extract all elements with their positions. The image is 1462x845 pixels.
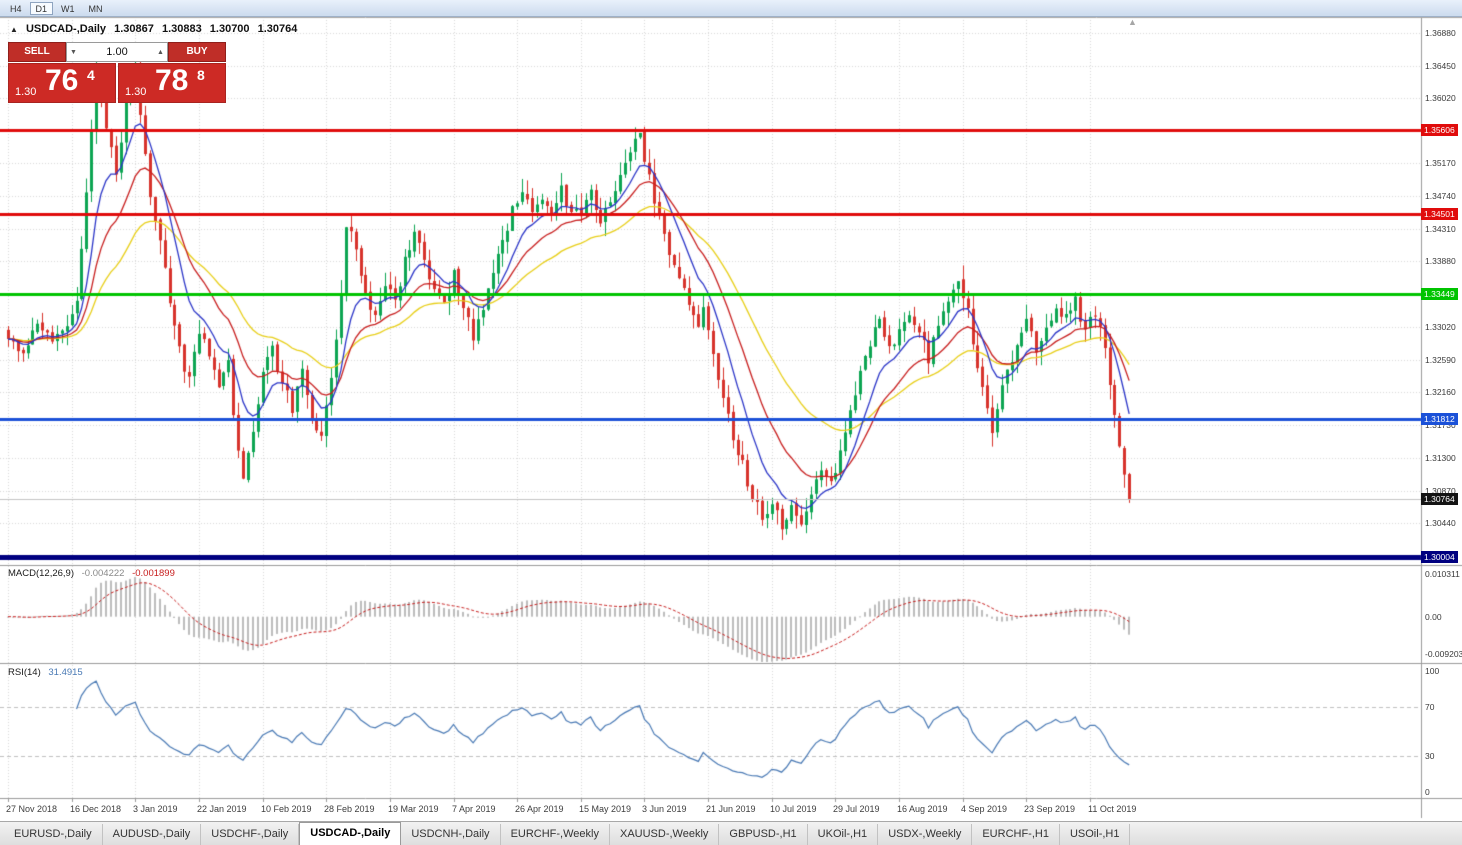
sell-button[interactable]: SELL — [8, 42, 66, 62]
support-line-badge: 1.33449 — [1421, 288, 1458, 300]
chart-tab-eurchf-h1[interactable]: EURCHF-,H1 — [972, 824, 1060, 845]
date-axis-label: 19 Mar 2019 — [388, 804, 439, 814]
chart-tab-bar: EURUSD-,Daily AUDUSD-,Daily USDCHF-,Daily U… — [0, 821, 1462, 845]
chart-tab-usdcnh-daily[interactable]: USDCNH-,Daily — [401, 824, 501, 845]
chart-tab-eurusd-daily[interactable]: EURUSD-,Daily — [4, 824, 103, 845]
price-axis-label: 1.32590 — [1425, 355, 1456, 365]
chart-tab-usdchf-daily[interactable]: USDCHF-,Daily — [201, 824, 300, 845]
buy-price-pips: 78 — [155, 64, 189, 97]
rsi-axis-label: 0 — [1425, 787, 1430, 797]
price-axis-label: 1.36020 — [1425, 93, 1456, 103]
volume-value[interactable]: 1.00 — [106, 46, 128, 58]
price-axis-label: 1.36450 — [1425, 61, 1456, 71]
panel-collapse-arrow-icon[interactable]: ▲ — [10, 25, 18, 34]
one-click-trading-panel: SELL ▼ 1.00 ▲ BUY 1.30 76 4 1.30 78 8 — [8, 42, 226, 103]
chart-tab-usdx-weekly[interactable]: USDX-,Weekly — [878, 824, 973, 845]
date-axis-label: 23 Sep 2019 — [1024, 804, 1076, 814]
price-axis-label: 1.31300 — [1425, 453, 1456, 463]
chart-tab-xauusd-weekly[interactable]: XAUUSD-,Weekly — [610, 824, 720, 845]
timeframe-button-h4[interactable]: H4 — [10, 3, 22, 14]
date-axis-label: 16 Aug 2019 — [897, 804, 948, 814]
buy-price-prefix: 1.30 — [125, 86, 147, 98]
date-axis-label: 16 Dec 2018 — [70, 804, 122, 814]
price-axis-label: 1.30870 — [1425, 486, 1456, 496]
resistance-line-badge: 1.34501 — [1421, 208, 1458, 220]
chart-shift-marker-icon: ▲ — [1128, 17, 1137, 27]
chart-tab-eurchf-weekly[interactable]: EURCHF-,Weekly — [501, 824, 610, 845]
resistance-line-badge: 1.35606 — [1421, 124, 1458, 136]
buy-price-point: 8 — [197, 67, 205, 83]
timeframe-button-mn[interactable]: MN — [88, 3, 103, 14]
rsi-name: RSI(14) — [8, 667, 41, 678]
chart-tab-usdcad-daily[interactable]: USDCAD-,Daily — [299, 822, 402, 845]
chart-tab-audusd-daily[interactable]: AUDUSD-,Daily — [103, 824, 202, 845]
price-axis-label: 1.34310 — [1425, 224, 1456, 234]
price-axis-label: 1.35170 — [1425, 158, 1456, 168]
ohlc-low: 1.30700 — [209, 23, 250, 35]
rsi-axis-label: 30 — [1425, 751, 1435, 761]
ohlc-close: 1.30764 — [257, 23, 298, 35]
current-price-badge: 1.30764 — [1421, 493, 1458, 505]
macd-axis-max: 0.010311 — [1425, 569, 1460, 579]
macd-main-value: -0.004222 — [81, 568, 125, 579]
macd-signal-value: -0.001899 — [132, 568, 175, 579]
date-axis-label: 15 May 2019 — [579, 804, 632, 814]
date-axis-label: 26 Apr 2019 — [515, 804, 564, 814]
price-axis-label: 1.33880 — [1425, 256, 1456, 266]
date-axis-label: 4 Sep 2019 — [961, 804, 1008, 814]
price-axis-label: 1.31730 — [1425, 420, 1456, 430]
rsi-axis-label: 70 — [1425, 702, 1435, 712]
sell-price-pips: 76 — [45, 64, 79, 97]
symbol-title: USDCAD-,Daily — [25, 23, 107, 35]
sell-price-prefix: 1.30 — [15, 86, 37, 98]
date-axis-label: 22 Jan 2019 — [197, 804, 247, 814]
date-axis-label: 11 Oct 2019 — [1088, 804, 1137, 814]
date-axis-label: 27 Nov 2018 — [6, 804, 58, 814]
price-axis-label: 1.36880 — [1425, 28, 1456, 38]
buy-button[interactable]: BUY — [168, 42, 226, 62]
price-axis-label: 1.30440 — [1425, 518, 1456, 528]
date-axis-label: 29 Jul 2019 — [833, 804, 880, 814]
volume-field[interactable]: ▼ 1.00 ▲ — [66, 42, 168, 62]
date-axis-label: 7 Apr 2019 — [452, 804, 496, 814]
rsi-value: 31.4915 — [48, 667, 83, 678]
rsi-indicator-label: RSI(14) 31.4915 — [8, 667, 83, 678]
chart-tab-gbpusd-h1[interactable]: GBPUSD-,H1 — [719, 824, 808, 845]
sell-price-display[interactable]: 1.30 76 4 — [8, 63, 116, 103]
timeframe-button-d1[interactable]: D1 — [29, 1, 54, 15]
support-line-badge: 1.30004 — [1421, 551, 1458, 563]
volume-increase-icon[interactable]: ▲ — [157, 48, 164, 56]
date-axis[interactable]: 27 Nov 2018 16 Dec 2018 3 Jan 2019 22 Jan 2… — [0, 798, 1421, 818]
date-axis-label: 28 Feb 2019 — [324, 804, 375, 814]
symbol-header: ▲ USDCAD-,Daily 1.30867 1.30883 1.30700 … — [10, 23, 302, 35]
timeframe-button-w1[interactable]: W1 — [61, 3, 75, 14]
macd-indicator-label: MACD(12,26,9) -0.004222 -0.001899 — [8, 568, 175, 579]
support-line-badge: 1.31812 — [1421, 413, 1458, 425]
ohlc-high: 1.30883 — [161, 23, 202, 35]
chart-tab-ukoil-h1[interactable]: UKOil-,H1 — [808, 824, 879, 845]
date-axis-label: 10 Jul 2019 — [770, 804, 817, 814]
ohlc-open: 1.30867 — [114, 23, 154, 35]
sell-price-point: 4 — [87, 67, 95, 83]
date-axis-label: 3 Jun 2019 — [642, 804, 687, 814]
price-axis[interactable]: 1.36880 1.36450 1.36020 1.35170 1.34740 1.343… — [1421, 0, 1462, 818]
rsi-axis-label: 100 — [1425, 666, 1440, 676]
price-axis-label: 1.34740 — [1425, 191, 1456, 201]
macd-name: MACD(12,26,9) — [8, 568, 74, 579]
date-axis-label: 21 Jun 2019 — [706, 804, 756, 814]
date-axis-label: 3 Jan 2019 — [133, 804, 178, 814]
timeframe-toolbar: H4 D1 W1 MN — [0, 0, 1462, 17]
price-axis-label: 1.33020 — [1425, 322, 1456, 332]
volume-decrease-icon[interactable]: ▼ — [70, 48, 77, 56]
buy-price-display[interactable]: 1.30 78 8 — [118, 63, 226, 103]
price-axis-label: 1.32160 — [1425, 387, 1456, 397]
macd-axis-min: -0.0092030 — [1425, 649, 1462, 659]
date-axis-label: 10 Feb 2019 — [261, 804, 312, 814]
chart-tab-usoil-h1[interactable]: USOil-,H1 — [1060, 824, 1131, 845]
macd-axis-zero: 0.00 — [1425, 612, 1442, 622]
